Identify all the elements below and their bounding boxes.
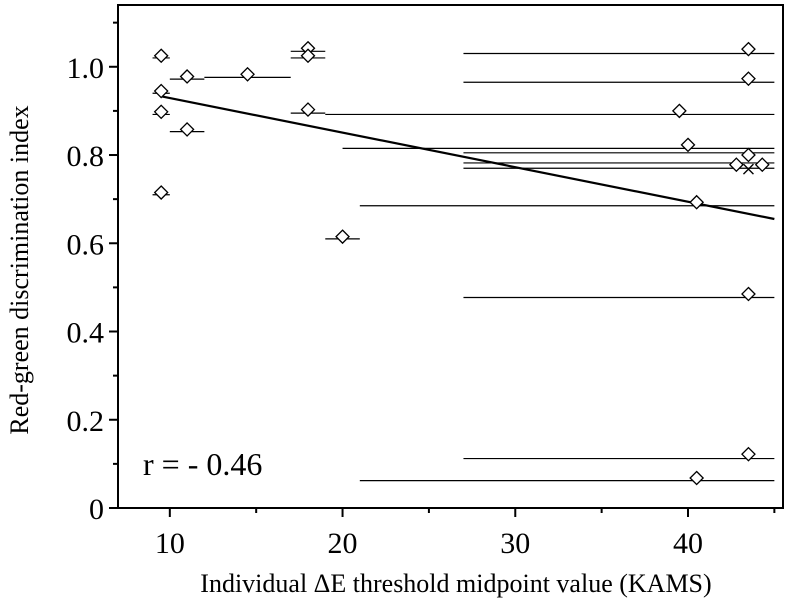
y-axis: 0 0.2 0.4 0.6 0.8 1.0: [67, 21, 118, 526]
data-point-diamond: [741, 286, 756, 302]
trend-line-group: [160, 95, 775, 221]
x-tick-label: 30: [500, 527, 530, 560]
data-point-diamond: [153, 104, 169, 120]
cross-stroke: [742, 163, 754, 175]
data-point-diamond: [240, 66, 255, 82]
correlation-annotation: r = - 0.46: [143, 446, 262, 482]
plot-frame: [117, 4, 784, 509]
y-tick-label: 0.8: [67, 140, 105, 173]
data-point-diamond: [680, 137, 696, 153]
data-point-diamond: [689, 470, 705, 486]
data-point-diamond: [741, 446, 756, 462]
data-point-diamond: [300, 102, 316, 117]
x-tick-label: 10: [155, 527, 185, 560]
plot-border: [117, 4, 784, 509]
y-tick-label: 0.4: [67, 317, 105, 350]
data-point-cross: [742, 163, 754, 175]
y-tick-label: 0: [89, 493, 104, 526]
data-point-diamond: [153, 48, 169, 64]
data-point-diamond: [741, 71, 756, 87]
data-point-diamond: [153, 185, 169, 200]
y-tick-label: 1.0: [67, 52, 105, 85]
trend-line: [160, 95, 775, 221]
x-tick-label: 20: [328, 527, 358, 560]
data-point-diamond: [728, 157, 744, 173]
data-point-diamond: [179, 69, 195, 84]
x-tick-label: 40: [673, 527, 703, 560]
data-point-diamond: [741, 147, 756, 163]
data-point-diamond: [689, 194, 705, 210]
x-axis-label: Individual ΔE threshold midpoint value (…: [200, 569, 711, 598]
y-axis-label: Red-green discrimination index: [5, 105, 34, 434]
data-point-diamond: [335, 229, 350, 245]
x-axis: 10 20 30 40: [155, 508, 776, 560]
y-tick-label: 0.6: [67, 228, 105, 261]
data-point-diamond: [754, 157, 770, 173]
error-bars: [152, 50, 775, 482]
data-point-diamond: [671, 103, 687, 119]
y-tick-label: 0.2: [67, 405, 105, 438]
data-markers: [153, 40, 770, 486]
data-point-diamond: [179, 122, 195, 137]
data-point-diamond: [300, 48, 316, 64]
data-point-diamond: [741, 41, 756, 57]
data-point-diamond: [153, 83, 169, 99]
